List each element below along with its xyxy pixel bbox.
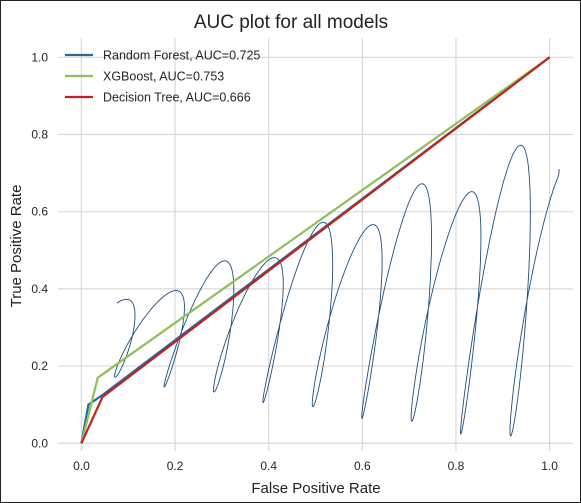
- y-tick-label: 0.2: [31, 359, 48, 373]
- series-lines: [80, 56, 551, 444]
- y-tick-label: 1.0: [31, 50, 48, 64]
- chart-title: AUC plot for all models: [194, 12, 388, 33]
- x-axis-label: False Positive Rate: [251, 480, 380, 497]
- x-tick-label: 0.2: [167, 459, 184, 473]
- legend-label: XGBoost, AUC=0.753: [103, 70, 224, 84]
- tick-labels: 0.0 0.2 0.4 0.6 0.8 1.0 0.0 0.2 0.4 0.6 0.8 1.0: [31, 50, 558, 473]
- y-tick-label: 0.8: [31, 127, 48, 141]
- x-tick-label: 0.6: [354, 459, 371, 473]
- plot-area: [58, 38, 573, 451]
- y-tick-label: 0.6: [31, 205, 48, 219]
- x-tick-label: 0.8: [448, 459, 465, 473]
- legend-label: Random Forest, AUC=0.725: [103, 49, 260, 63]
- series-line-1: [80, 56, 551, 444]
- y-tick-label: 0.0: [31, 436, 48, 450]
- scribble-overlay: [114, 144, 560, 437]
- x-tick-label: 1.0: [541, 459, 558, 473]
- x-tick-label: 0.0: [73, 459, 90, 473]
- series-line-2: [80, 56, 551, 444]
- scribble-stroke: [114, 144, 560, 437]
- y-axis-label: True Positive Rate: [8, 185, 25, 308]
- y-tick-label: 0.4: [31, 282, 48, 296]
- x-tick-label: 0.4: [260, 459, 277, 473]
- legend-label: Decision Tree, AUC=0.666: [103, 91, 251, 105]
- legend: Random Forest, AUC=0.725 XGBoost, AUC=0.7…: [65, 49, 260, 105]
